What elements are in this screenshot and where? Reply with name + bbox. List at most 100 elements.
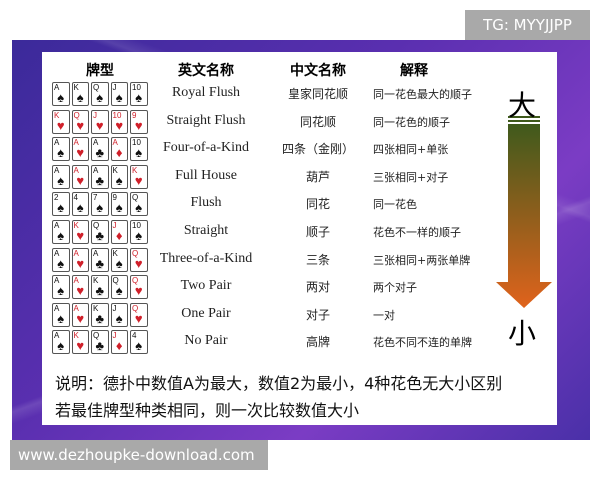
card-rank: Q — [93, 83, 100, 92]
table-row: A ♠ A ♥ K ♣ Q ♠ Q ♥ Two Pair 两对 两个对子 — [0, 275, 600, 301]
card-rank: Q — [93, 221, 100, 230]
card-rank: A — [54, 83, 60, 92]
english-name: Two Pair — [180, 278, 232, 294]
card-rank: 7 — [93, 193, 98, 203]
card-group: A ♠ K ♥ Q ♣ J ♦ 10 ♠ — [52, 220, 148, 244]
card-group: A ♠ A ♥ K ♣ Q ♠ Q ♥ — [52, 275, 148, 300]
card-rank: J — [112, 303, 117, 313]
card-suit-icon: ♠ — [57, 228, 65, 243]
card-rank: Q — [112, 276, 119, 286]
playing-card: A ♣ — [91, 137, 109, 162]
card-suit-icon: ♥ — [115, 117, 124, 133]
card-rank: A — [54, 303, 60, 313]
card-suit-icon: ♥ — [134, 255, 143, 271]
card-group: A ♠ A ♥ A ♣ K ♠ Q ♥ — [52, 247, 148, 272]
card-rank: 2 — [54, 193, 59, 203]
playing-card: K ♥ — [71, 330, 89, 355]
playing-card: A ♠ — [52, 330, 70, 355]
note-line-1: 说明：德扑中数值A为最大，数值2为最小，4种花色无大小区别 — [55, 374, 503, 393]
card-suit-icon: ♦ — [115, 228, 123, 243]
english-name: Straight — [183, 223, 229, 238]
card-group: K ♥ Q ♥ J ♥ 10 ♥ 9 ♥ — [52, 109, 148, 134]
card-rank: 4 — [73, 193, 78, 203]
header-explain: 解释 — [400, 63, 428, 79]
note-line-2: 若最佳牌型种类相同，则一次比较数值大小 — [55, 401, 360, 420]
card-rank: K — [93, 303, 99, 313]
card-suit-icon: ♠ — [57, 145, 65, 161]
playing-card: J ♠ — [110, 82, 128, 106]
card-rank: K — [73, 331, 79, 341]
card-suit-icon: ♠ — [135, 200, 143, 216]
english-name: One Pair — [181, 305, 231, 321]
card-rank: A — [54, 221, 60, 230]
card-suit-icon: ♥ — [76, 117, 85, 133]
card-suit-icon: ♥ — [76, 255, 85, 271]
card-suit-icon: ♠ — [57, 90, 65, 105]
table-row: A ♠ A ♥ A ♣ A ♦ 10 ♠ Four-of-a-Kind 四条（金刚） 四张相同+单张 — [0, 137, 600, 163]
playing-card: 9 ♠ — [110, 192, 128, 217]
playing-card: A ♣ — [91, 247, 109, 272]
card-suit-icon: ♠ — [135, 145, 143, 161]
chinese-name: 葫芦 — [305, 169, 331, 184]
playing-card: A ♥ — [71, 137, 89, 162]
card-suit-icon: ♣ — [95, 145, 105, 161]
card-suit-icon: ♣ — [95, 338, 105, 354]
card-suit-icon: ♠ — [57, 310, 65, 326]
explanation: 同一花色最大的顺子 — [373, 88, 472, 101]
card-suit-icon: ♠ — [115, 283, 123, 299]
english-name: Flush — [190, 195, 222, 211]
playing-card: K ♥ — [52, 109, 70, 134]
english-name: Royal Flush — [171, 85, 241, 100]
playing-card: Q ♠ — [130, 192, 148, 217]
playing-card: A ♥ — [71, 302, 89, 327]
card-rank: Q — [132, 248, 139, 258]
card-group: A ♠ K ♠ Q ♠ J ♠ 10 ♠ — [52, 82, 148, 106]
explanation: 四张相同+单张 — [373, 143, 449, 157]
table-row: A ♠ K ♥ Q ♣ J ♦ 4 ♠ No Pair 高牌 花色不同不连的单牌 — [0, 330, 600, 356]
card-rank: K — [132, 165, 138, 175]
explanation: 一对 — [373, 308, 395, 322]
card-rank: A — [112, 138, 118, 148]
card-rank: A — [73, 165, 79, 175]
playing-card: A ♠ — [52, 220, 70, 244]
playing-card: 10 ♠ — [130, 82, 148, 106]
playing-card: K ♣ — [91, 275, 109, 300]
chinese-name: 同花顺 — [299, 114, 337, 129]
card-rank: J — [112, 331, 117, 341]
card-suit-icon: ♥ — [76, 228, 85, 243]
card-suit-icon: ♣ — [95, 310, 105, 326]
card-rank: 10 — [112, 110, 122, 120]
table-row: A ♠ K ♥ Q ♣ J ♦ 10 ♠ Straight 顺子 花色不一样的顺子 — [0, 220, 600, 246]
explanation: 同一花色 — [373, 198, 417, 212]
card-rank: J — [112, 83, 117, 92]
card-rank: K — [112, 248, 118, 258]
card-suit-icon: ♠ — [76, 90, 84, 105]
explanation: 两个对子 — [373, 281, 417, 295]
playing-card: Q ♥ — [130, 302, 148, 327]
card-rank: 9 — [112, 193, 117, 203]
english-name: No Pair — [184, 333, 228, 349]
playing-card: J ♥ — [91, 109, 109, 134]
explanation: 同一花色的顺子 — [373, 115, 450, 129]
card-suit-icon: ♠ — [57, 338, 65, 354]
card-rank: K — [54, 110, 60, 120]
card-rank: Q — [132, 193, 139, 203]
card-group: A ♠ A ♥ K ♣ J ♠ Q ♥ — [52, 302, 148, 327]
english-name: Three-of-a-Kind — [159, 250, 253, 266]
playing-card: J ♦ — [110, 220, 128, 244]
playing-card: A ♦ — [110, 137, 128, 162]
chinese-name: 皇家同花顺 — [287, 87, 349, 101]
card-rank: A — [54, 331, 60, 341]
card-suit-icon: ♥ — [76, 310, 85, 326]
playing-card: A ♥ — [71, 247, 89, 272]
card-rank: A — [73, 248, 79, 258]
playing-card: K ♣ — [91, 302, 109, 327]
card-rank: A — [93, 165, 99, 175]
playing-card: Q ♣ — [91, 220, 109, 244]
playing-card: 2 ♠ — [52, 192, 70, 217]
playing-card: K ♠ — [110, 164, 128, 189]
card-suit-icon: ♦ — [115, 145, 123, 161]
card-rank: A — [93, 138, 99, 148]
table-row: A ♠ K ♠ Q ♠ J ♠ 10 ♠ Royal Flush 皇家同花顺 同一花色最大的顺子 — [0, 82, 600, 108]
card-rank: K — [73, 221, 79, 230]
